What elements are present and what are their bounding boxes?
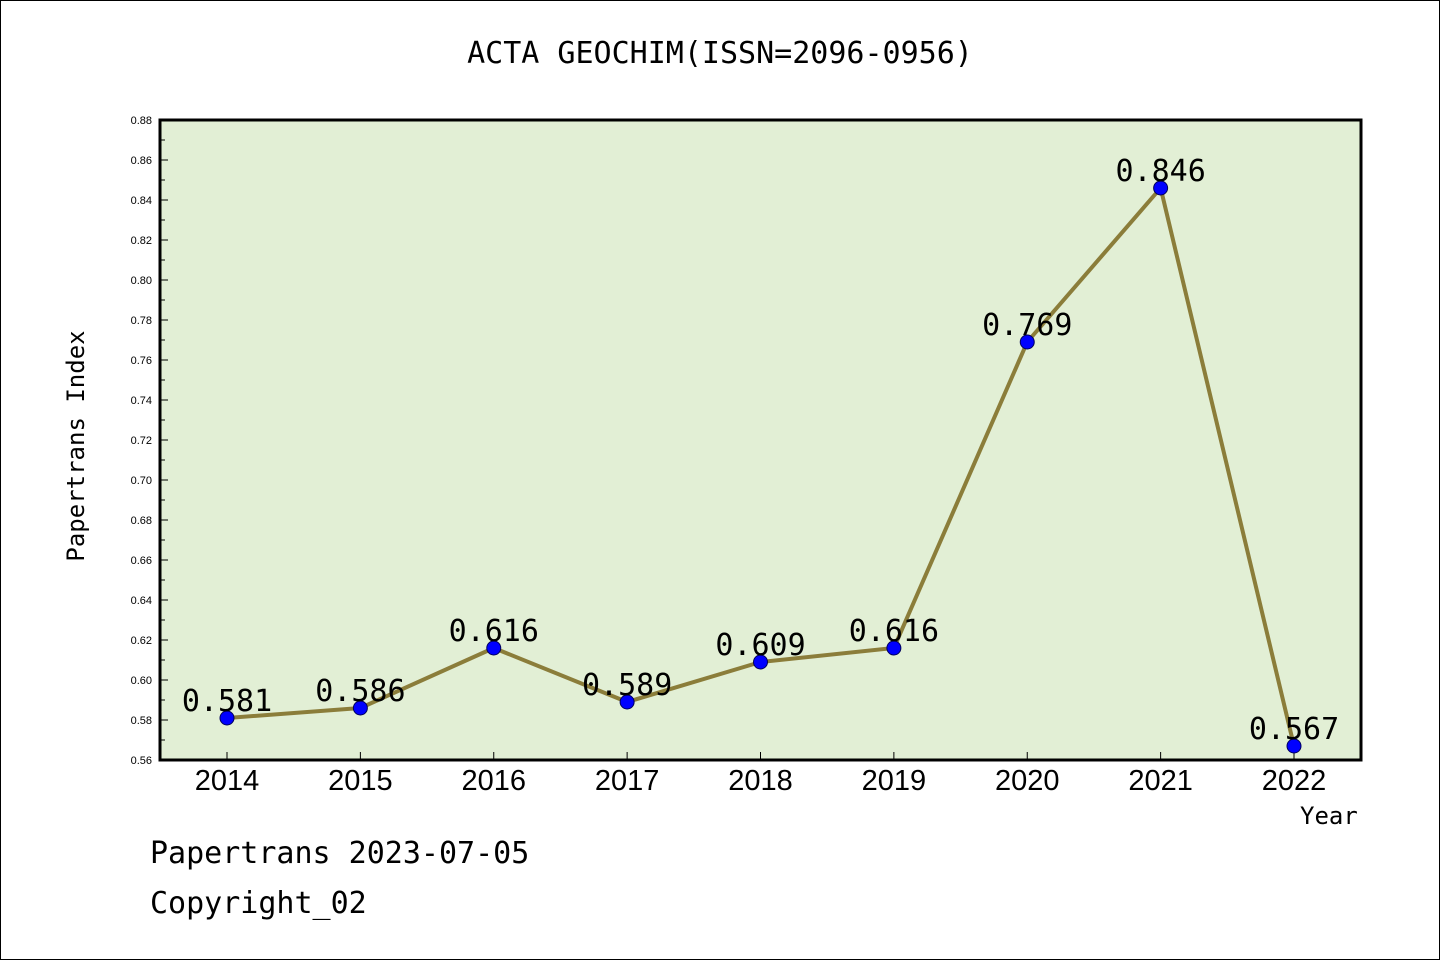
chart-title: ACTA GEOCHIM(ISSN=2096-0956)	[467, 36, 973, 71]
y-tick-label: 0.70	[131, 475, 152, 487]
data-label: 0.586	[315, 674, 405, 709]
x-tick-label: 2015	[328, 765, 393, 797]
y-tick-label: 0.86	[131, 155, 152, 167]
footer-date: Papertrans 2023-07-05	[150, 836, 530, 871]
y-tick-label: 0.74	[131, 395, 152, 407]
data-point	[219, 710, 235, 726]
y-tick-label: 0.72	[131, 435, 152, 447]
y-tick-label: 0.84	[131, 195, 152, 207]
x-axis: 2014 2015 2016 2017 2018 2019 2020 2021 2022	[195, 752, 1327, 797]
x-tick-label: 2022	[1262, 765, 1327, 797]
y-tick-label: 0.62	[131, 635, 152, 647]
x-axis-label: Year	[1300, 802, 1358, 830]
data-point	[619, 694, 635, 710]
data-point	[1019, 334, 1035, 350]
y-tick-label: 0.64	[131, 595, 152, 607]
data-label: 0.581	[182, 684, 272, 719]
data-label: 0.609	[715, 628, 805, 663]
y-tick-label: 0.78	[131, 315, 152, 327]
y-tick-label: 0.68	[131, 515, 152, 527]
y-tick-label: 0.76	[131, 355, 152, 367]
data-point	[486, 640, 502, 656]
data-point	[1286, 738, 1302, 754]
y-tick-label: 0.60	[131, 675, 152, 687]
x-tick-label: 2017	[595, 765, 660, 797]
x-tick-label: 2018	[728, 765, 793, 797]
y-tick-label: 0.58	[131, 715, 152, 727]
y-tick-label: 0.66	[131, 555, 152, 567]
data-label: 0.616	[449, 614, 539, 649]
data-label: 0.567	[1249, 712, 1339, 747]
data-points	[219, 180, 1302, 754]
data-labels: 0.581 0.586 0.616 0.589 0.609 0.616 0.769 0.846…	[182, 154, 1339, 747]
data-point	[753, 654, 768, 670]
data-label: 0.769	[982, 308, 1072, 343]
data-point	[352, 700, 368, 716]
data-label: 0.616	[849, 614, 939, 649]
data-point	[1153, 180, 1169, 196]
footer-copyright: Copyright_02	[150, 886, 367, 921]
y-tick-label: 0.82	[131, 235, 152, 247]
data-point	[886, 640, 902, 656]
x-tick-label: 2021	[1128, 765, 1193, 797]
y-tick-label: 0.88	[131, 115, 152, 127]
y-tick-label: 0.56	[131, 755, 152, 767]
x-tick-label: 2019	[862, 765, 927, 797]
y-tick-label: 0.80	[131, 275, 152, 287]
plot-area	[158, 118, 1363, 762]
data-label: 0.589	[582, 668, 672, 703]
data-label: 0.846	[1115, 154, 1205, 189]
x-tick-label: 2016	[461, 765, 526, 797]
x-tick-label: 2020	[995, 765, 1060, 797]
x-tick-label: 2014	[195, 765, 260, 797]
y-axis: 0.56 0.58 0.60 0.62 0.64 0.66 0.68 0.70 0.72 0.74…	[131, 115, 168, 767]
